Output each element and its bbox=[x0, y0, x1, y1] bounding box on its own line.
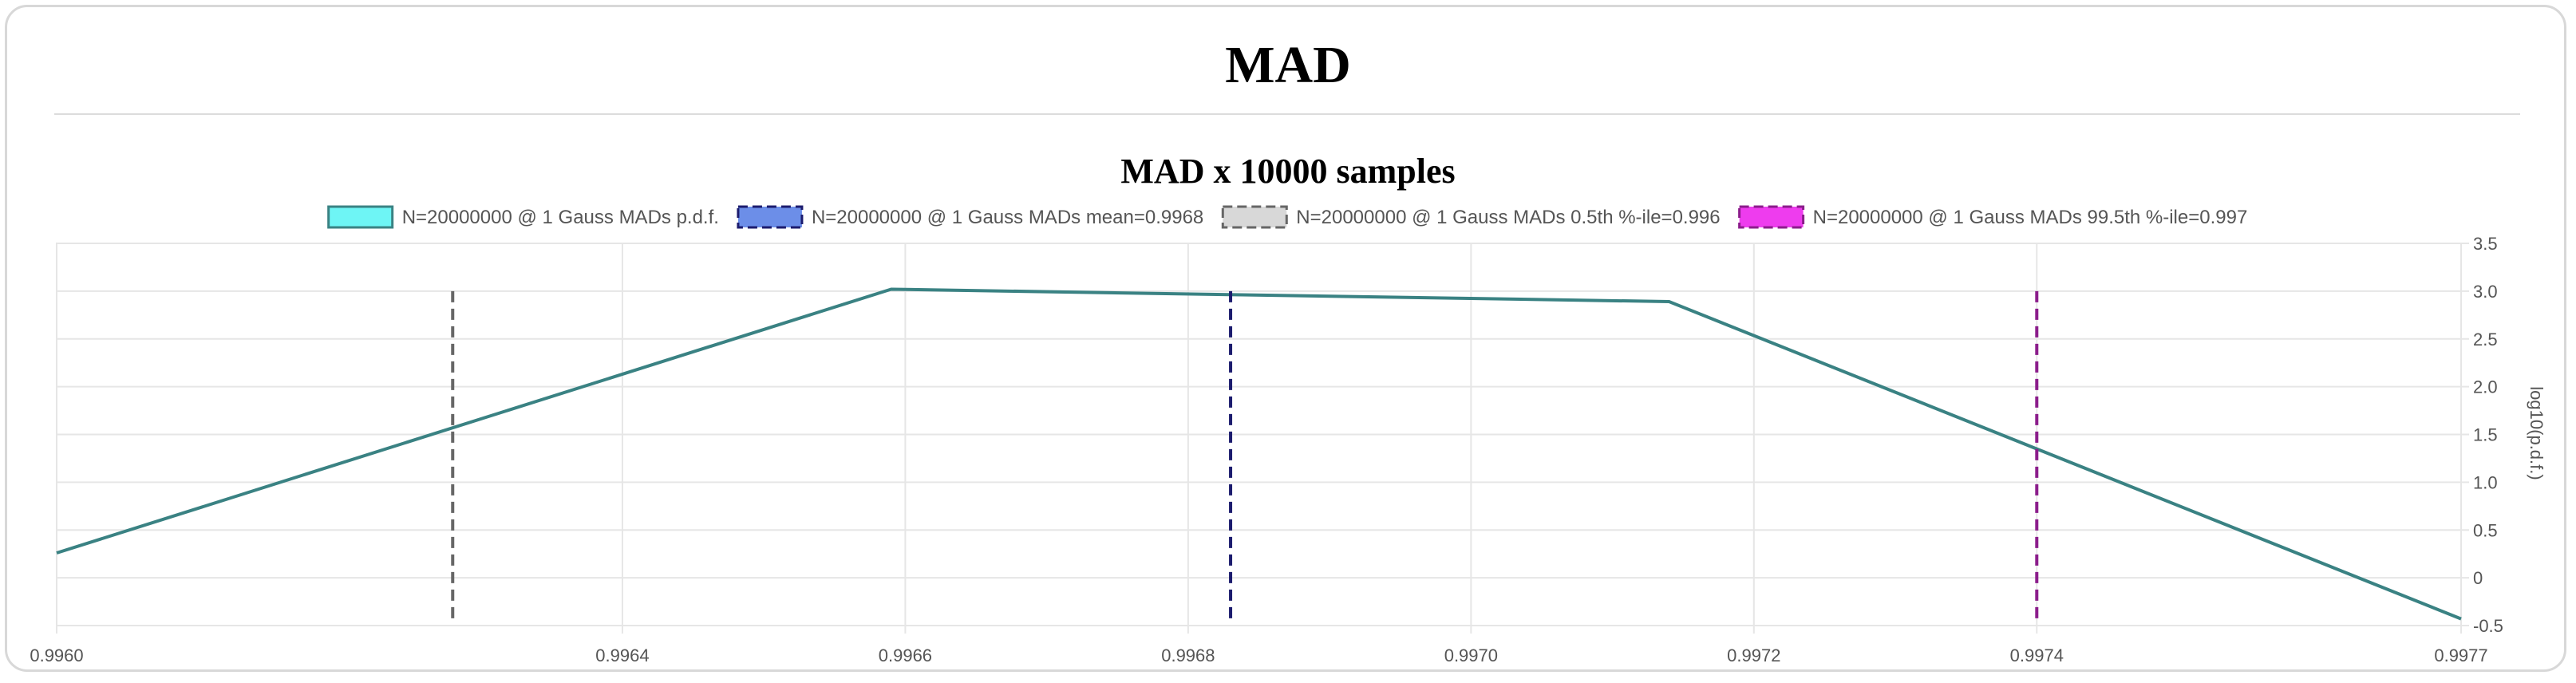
y-tick-label: 2.5 bbox=[2473, 330, 2498, 349]
chart-marks bbox=[56, 287, 2462, 622]
y-tick-label: 2.0 bbox=[2473, 377, 2498, 397]
chart-legend: N=20000000 @ 1 Gauss MADs p.d.f. N=200000… bbox=[327, 205, 2248, 229]
legend-label: N=20000000 @ 1 Gauss MADs 0.5th %-ile=0.… bbox=[1296, 207, 1720, 228]
y-tick-label: 3.5 bbox=[2473, 234, 2498, 254]
x-tick-label: 0.9972 bbox=[1727, 645, 1780, 665]
legend-label: N=20000000 @ 1 Gauss MADs p.d.f. bbox=[402, 207, 719, 228]
y-tick-label: 1.5 bbox=[2473, 425, 2498, 445]
legend-item: N=20000000 @ 1 Gauss MADs mean=0.9968 bbox=[737, 205, 1203, 229]
y-tick-label: -0.5 bbox=[2473, 616, 2503, 636]
y-tick-label: 3.0 bbox=[2473, 282, 2498, 302]
x-tick-label: 0.9977 bbox=[2434, 645, 2487, 665]
legend-swatch bbox=[1738, 205, 1805, 229]
x-tick-label: 0.9964 bbox=[595, 645, 649, 665]
title-divider bbox=[54, 113, 2520, 115]
y-tick-label: 0 bbox=[2473, 568, 2483, 588]
x-tick-label: 0.9966 bbox=[879, 645, 932, 665]
y-tick-label: 0.5 bbox=[2473, 520, 2498, 540]
x-tick-label: 0.9968 bbox=[1161, 645, 1215, 665]
x-tick-label: 0.9970 bbox=[1444, 645, 1498, 665]
legend-swatch bbox=[327, 205, 394, 229]
page-title: MAD bbox=[1225, 36, 1351, 94]
chart-title: MAD x 10000 samples bbox=[1120, 152, 1455, 191]
y-axis-label: log10(p.d.f.) bbox=[2527, 386, 2546, 480]
chart-grid bbox=[56, 243, 2469, 634]
legend-item: N=20000000 @ 1 Gauss MADs p.d.f. bbox=[327, 205, 719, 229]
legend-swatch bbox=[1221, 205, 1288, 229]
legend-swatch bbox=[737, 205, 804, 229]
legend-item: N=20000000 @ 1 Gauss MADs 99.5th %-ile=0… bbox=[1738, 205, 2248, 229]
chart-ticks: 0.9960 0.9964 0.9966 0.9968 0.9970 0.9972 0.99… bbox=[30, 234, 2503, 665]
x-tick-label: 0.9974 bbox=[2010, 645, 2064, 665]
legend-label: N=20000000 @ 1 Gauss MADs mean=0.9968 bbox=[812, 207, 1203, 228]
x-tick-label: 0.9960 bbox=[30, 645, 83, 665]
legend-label: N=20000000 @ 1 Gauss MADs 99.5th %-ile=0… bbox=[1813, 207, 2248, 228]
legend-item: N=20000000 @ 1 Gauss MADs 0.5th %-ile=0.… bbox=[1221, 205, 1721, 229]
y-tick-label: 1.0 bbox=[2473, 472, 2498, 492]
pdf-line bbox=[56, 287, 2462, 621]
